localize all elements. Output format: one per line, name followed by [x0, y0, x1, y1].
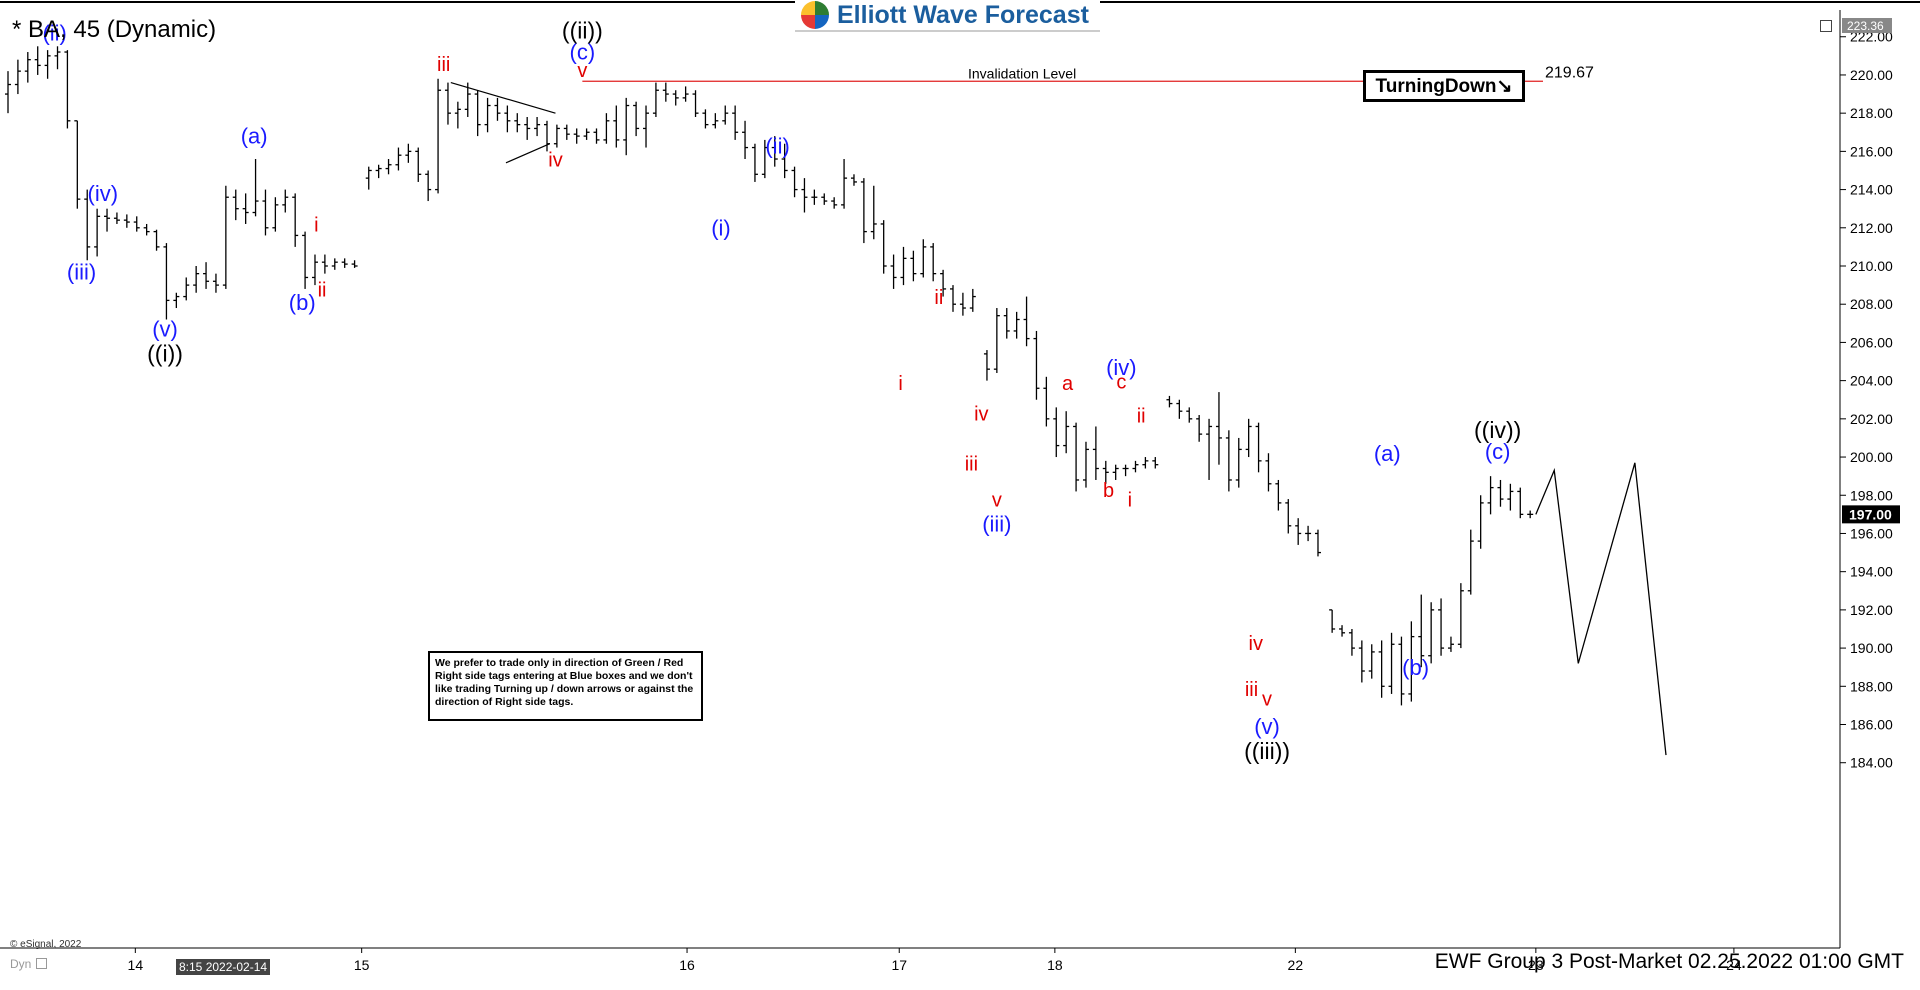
invalidation-value: 219.67 — [1545, 64, 1594, 81]
y-tick-label: 192.00 — [1850, 602, 1893, 618]
wave-label: iii — [965, 453, 978, 475]
y-tick-label: 190.00 — [1850, 640, 1893, 656]
brand-logo: Elliott Wave Forecast — [795, 0, 1100, 32]
turning-down-badge: TurningDown↘ — [1363, 70, 1525, 102]
y-tick-label: 184.00 — [1850, 755, 1893, 771]
wave-label: a — [1062, 373, 1074, 395]
wave-label: i — [1128, 490, 1132, 512]
x-tick-label: 18 — [1047, 957, 1063, 973]
last-price-label: 197.00 — [1849, 506, 1892, 522]
y-tick-label: 202.00 — [1850, 411, 1893, 427]
x-tick-label: 15 — [354, 957, 370, 973]
wave-label: v — [577, 60, 587, 82]
y-tick-label: 218.00 — [1850, 105, 1893, 121]
y-tick-label: 212.00 — [1850, 220, 1893, 236]
wave-label: (b) — [289, 290, 316, 315]
dyn-toggle-icon[interactable] — [36, 958, 47, 969]
y-tick-label: 204.00 — [1850, 373, 1893, 389]
wave-label: ((iv)) — [1474, 417, 1521, 443]
wave-label: v — [992, 490, 1002, 512]
y-tick-label: 210.00 — [1850, 258, 1893, 274]
wave-label: (c) — [1485, 439, 1511, 464]
x-tick-label: 14 — [128, 957, 144, 973]
y-tick-label: 188.00 — [1850, 678, 1893, 694]
last-price-box — [1842, 505, 1900, 524]
wave-label: (iv) — [88, 181, 119, 206]
wave-label: ((i)) — [147, 341, 183, 367]
dyn-label: Dyn — [10, 957, 32, 971]
wave-label: iii — [1245, 679, 1258, 701]
wave-label: c — [1116, 371, 1126, 393]
wave-label: ii — [1137, 406, 1146, 428]
x-tick-label: 24 — [1726, 957, 1742, 973]
x-tick-label: 23 — [1528, 957, 1544, 973]
chart-title: * BA, 45 (Dynamic) — [12, 16, 217, 43]
logo-icon — [801, 1, 829, 29]
y-tick-label: 198.00 — [1850, 487, 1893, 503]
wave-label: (c) — [570, 40, 596, 65]
invalidation-label: Invalidation Level — [968, 65, 1076, 81]
wave-label: v — [1262, 688, 1272, 710]
wave-label: ((ii)) — [562, 18, 603, 44]
triangle-upper-line — [450, 82, 556, 114]
x-tick-label: 16 — [679, 957, 695, 973]
y-tick-label: 206.00 — [1850, 334, 1893, 350]
wave-label: iv — [548, 150, 562, 172]
wave-label: (v) — [1254, 714, 1280, 739]
wave-label: iv — [1249, 633, 1263, 655]
wave-label: i — [898, 373, 902, 395]
wave-label: iii — [437, 54, 450, 76]
projection-path — [1535, 462, 1667, 756]
copyright-text: © eSignal, 2022 — [10, 939, 82, 950]
y-tick-label: 220.00 — [1850, 67, 1893, 83]
y-tick-label: 216.00 — [1850, 143, 1893, 159]
crosshair-date-tag: 8:15 2022-02-14 — [176, 959, 271, 975]
wave-label: (iii) — [67, 259, 96, 284]
wave-label: (a) — [1374, 441, 1401, 466]
triangle-lower-line — [505, 143, 551, 164]
wave-label: (b) — [1402, 655, 1429, 680]
wave-label: ii — [934, 287, 943, 309]
wave-label: (i) — [711, 215, 731, 240]
wave-label: (v) — [152, 317, 178, 342]
x-tick-label: 17 — [891, 957, 907, 973]
y-tick-label: 214.00 — [1850, 182, 1893, 198]
wave-label: iv — [974, 404, 988, 426]
wave-label: i — [314, 215, 318, 237]
wave-label: (ii) — [42, 21, 66, 46]
footer-label: EWF Group 3 Post-Market 02.25.2022 01:00… — [1434, 950, 1904, 973]
wave-label: (a) — [241, 124, 268, 149]
x-tick-label: 22 — [1288, 957, 1304, 973]
top-price-label: 223.36 — [1847, 19, 1884, 33]
y-tick-label: 186.00 — [1850, 717, 1893, 733]
wave-label: (iii) — [982, 512, 1011, 537]
window-restore-icon[interactable] — [1820, 20, 1832, 32]
y-tick-label: 196.00 — [1850, 525, 1893, 541]
y-tick-label: 194.00 — [1850, 564, 1893, 580]
top-price-box — [1842, 18, 1892, 33]
logo-text: Elliott Wave Forecast — [837, 0, 1089, 29]
wave-label: ((iii)) — [1244, 738, 1290, 764]
wave-label: (iv) — [1106, 355, 1137, 380]
y-tick-label: 208.00 — [1850, 296, 1893, 312]
wave-label: b — [1103, 480, 1114, 502]
wave-label: (ii) — [765, 133, 789, 158]
y-tick-label: 200.00 — [1850, 449, 1893, 465]
trading-note: We prefer to trade only in direction of … — [428, 651, 703, 721]
wave-label: ii — [318, 280, 327, 302]
